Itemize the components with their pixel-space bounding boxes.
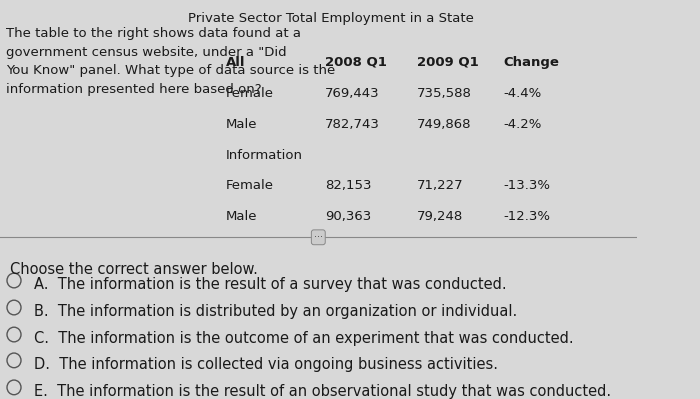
Text: 2008 Q1: 2008 Q1 (325, 56, 386, 69)
Text: 2009 Q1: 2009 Q1 (417, 56, 479, 69)
Text: 782,743: 782,743 (325, 118, 379, 131)
Text: B.  The information is distributed by an organization or individual.: B. The information is distributed by an … (34, 304, 517, 319)
Text: Male: Male (226, 210, 258, 223)
Text: D.  The information is collected via ongoing business activities.: D. The information is collected via ongo… (34, 357, 498, 371)
Text: 749,868: 749,868 (417, 118, 472, 131)
Text: Information: Information (226, 148, 303, 162)
Text: Change: Change (503, 56, 559, 69)
Text: A.  The information is the result of a survey that was conducted.: A. The information is the result of a su… (34, 277, 506, 292)
Text: E.  The information is the result of an observational study that was conducted.: E. The information is the result of an o… (34, 383, 611, 399)
Text: -12.3%: -12.3% (503, 210, 550, 223)
Text: Choose the correct answer below.: Choose the correct answer below. (10, 263, 258, 277)
Text: -13.3%: -13.3% (503, 180, 550, 192)
Text: -4.2%: -4.2% (503, 118, 541, 131)
Text: 769,443: 769,443 (325, 87, 379, 100)
Text: 79,248: 79,248 (417, 210, 463, 223)
Text: All: All (226, 56, 246, 69)
Text: Male: Male (226, 118, 258, 131)
Text: 82,153: 82,153 (325, 180, 371, 192)
Text: ···: ··· (314, 232, 323, 242)
Text: The table to the right shows data found at a
government census website, under a : The table to the right shows data found … (6, 27, 335, 95)
Text: Female: Female (226, 87, 274, 100)
Text: Female: Female (226, 180, 274, 192)
Text: 735,588: 735,588 (417, 87, 472, 100)
Text: 90,363: 90,363 (325, 210, 371, 223)
Text: -4.4%: -4.4% (503, 87, 541, 100)
Text: Private Sector Total Employment in a State: Private Sector Total Employment in a Sta… (188, 12, 474, 25)
Text: C.  The information is the outcome of an experiment that was conducted.: C. The information is the outcome of an … (34, 331, 573, 346)
Text: 71,227: 71,227 (417, 180, 463, 192)
